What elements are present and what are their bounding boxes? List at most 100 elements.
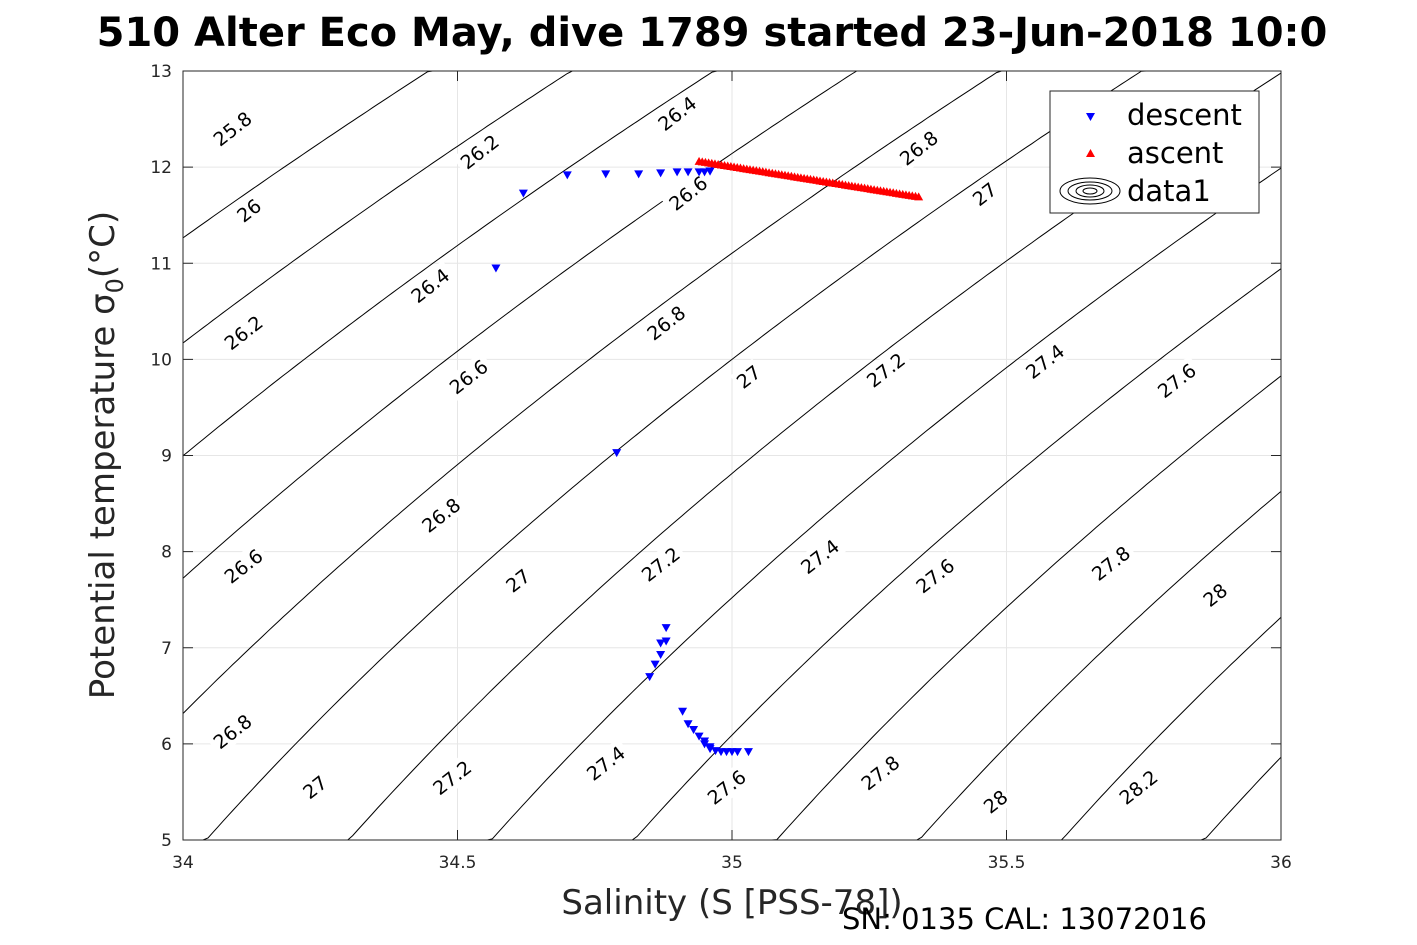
descent-point bbox=[645, 673, 655, 682]
x-tick-label: 34 bbox=[172, 853, 194, 873]
descent-point bbox=[743, 748, 753, 757]
isopycnal-line bbox=[182, 70, 598, 344]
contour-label-background bbox=[661, 168, 716, 218]
x-axis-label: Salinity (S [PSS-78]) bbox=[561, 883, 902, 923]
contour-label-background bbox=[578, 738, 633, 788]
y-axis-label-unit: (°C) bbox=[83, 211, 123, 278]
contour-label-background bbox=[1017, 336, 1072, 387]
y-axis-label: Potential temperature σ0(°C) bbox=[83, 211, 129, 699]
isopycnal-line bbox=[193, 70, 1172, 841]
contour-label-background bbox=[424, 752, 480, 803]
contour-label-background bbox=[792, 531, 847, 582]
contour-label-background bbox=[1083, 538, 1138, 589]
contour-label-background bbox=[216, 541, 271, 591]
legend-ascent-label: ascent bbox=[1127, 136, 1223, 170]
legend-contour-icon bbox=[1059, 177, 1121, 205]
contour-label-background bbox=[216, 307, 271, 358]
contour-label-background bbox=[1149, 355, 1204, 406]
data-points bbox=[491, 156, 924, 757]
contour-label-background bbox=[858, 345, 913, 395]
y-tick-label: 5 bbox=[161, 831, 172, 851]
y-tick-label: 8 bbox=[161, 543, 172, 563]
y-tick-label: 10 bbox=[150, 350, 172, 370]
descent-point bbox=[656, 639, 666, 648]
descent-point bbox=[732, 748, 742, 757]
isopycnal-line bbox=[182, 70, 458, 239]
y-tick-label: 11 bbox=[150, 254, 172, 274]
isopycnal-line bbox=[761, 375, 1282, 841]
svg-text:Potential temperature σ0(°C): Potential temperature σ0(°C) bbox=[83, 211, 129, 699]
descent-point bbox=[683, 720, 693, 729]
series-descent bbox=[491, 167, 753, 757]
descent-point bbox=[683, 168, 693, 177]
descent-point bbox=[562, 171, 572, 180]
contour-label-background bbox=[853, 747, 908, 798]
legend-box bbox=[1049, 90, 1260, 214]
contour-label-background bbox=[403, 260, 458, 311]
y-tick-label: 7 bbox=[161, 639, 172, 659]
y-tick-label: 6 bbox=[161, 735, 172, 755]
contour-label-background bbox=[1111, 762, 1166, 812]
legend-data1-label: data1 bbox=[1127, 174, 1211, 208]
isopycnal-line bbox=[182, 70, 882, 579]
descent-point bbox=[700, 740, 710, 749]
y-tick-label: 12 bbox=[150, 158, 172, 178]
isopycnal-line bbox=[182, 70, 742, 457]
descent-point bbox=[518, 189, 528, 198]
contour-label-background bbox=[977, 783, 1014, 820]
isopycnal-line bbox=[182, 70, 1027, 714]
contour-label-background bbox=[230, 192, 268, 229]
contour-label-background bbox=[1196, 576, 1234, 613]
descent-point bbox=[672, 168, 682, 177]
y-tick-label: 13 bbox=[150, 62, 172, 82]
ascent-point bbox=[914, 192, 924, 201]
contour-label-background bbox=[639, 297, 694, 348]
contour-label-background bbox=[205, 103, 260, 154]
isopycnal-line bbox=[617, 268, 1282, 841]
contour-label-background bbox=[699, 762, 754, 812]
y-tick-label: 9 bbox=[161, 447, 172, 467]
descent-point bbox=[656, 650, 666, 659]
contour-label-background bbox=[633, 539, 688, 589]
isopycnal-line bbox=[477, 167, 1282, 841]
descent-point bbox=[601, 170, 611, 179]
descent-point bbox=[650, 660, 660, 669]
descent-point bbox=[491, 264, 501, 273]
descent-point bbox=[612, 449, 622, 458]
axis-ticks: 34 34.5 35 35.5 36 5 6 7 8 9 10 11 12 13 bbox=[150, 62, 1291, 873]
contour-label-background bbox=[730, 358, 767, 395]
descent-point bbox=[694, 732, 704, 741]
series-ascent bbox=[694, 156, 924, 201]
descent-point bbox=[705, 167, 715, 176]
contour-label-background bbox=[452, 126, 507, 177]
contour-label-background bbox=[499, 562, 537, 599]
isopycnal-line bbox=[1046, 616, 1282, 841]
x-tick-label: 35 bbox=[721, 853, 743, 873]
x-tick-label: 35.5 bbox=[988, 853, 1026, 873]
contour-label-background bbox=[650, 88, 705, 139]
contour-label-background bbox=[296, 769, 334, 806]
chart-title: 510 Alter Eco May, dive 1789 started 23-… bbox=[97, 10, 1328, 56]
descent-point bbox=[700, 168, 710, 177]
footer-calibration: SN: 0135 CAL: 13072016 bbox=[842, 902, 1207, 936]
descent-point bbox=[678, 707, 688, 716]
descent-point bbox=[634, 170, 644, 179]
contour-label-background bbox=[891, 123, 946, 173]
legend: descent ascent data1 bbox=[1049, 90, 1260, 214]
legend-ascent-marker bbox=[1086, 149, 1095, 157]
legend-descent-marker bbox=[1086, 113, 1095, 121]
contour-label-background bbox=[908, 550, 963, 601]
contour-label-background bbox=[966, 175, 1003, 213]
isopycnal-line bbox=[906, 491, 1282, 841]
contour-label-background bbox=[441, 351, 496, 402]
x-tick-label: 36 bbox=[1270, 853, 1292, 873]
descent-point bbox=[661, 624, 671, 633]
descent-point bbox=[656, 169, 666, 178]
y-axis-label-subscript: 0 bbox=[101, 278, 129, 293]
contour-label-background bbox=[413, 490, 469, 540]
isopycnal-line bbox=[1191, 756, 1282, 841]
y-axis-label-main: Potential temperature σ bbox=[83, 293, 123, 699]
legend-descent-label: descent bbox=[1127, 98, 1242, 132]
x-tick-label: 34.5 bbox=[439, 853, 477, 873]
